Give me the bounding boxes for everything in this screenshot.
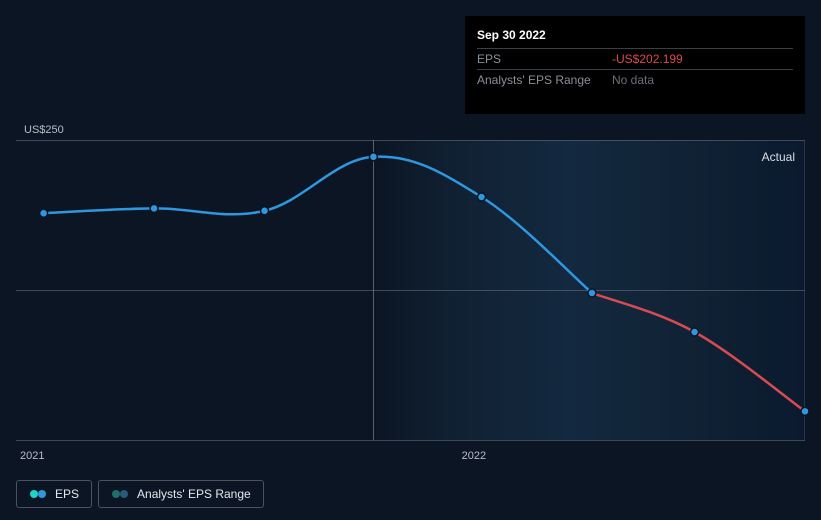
y-axis-tick-label: US$250 — [24, 124, 64, 136]
x-axis-tick-label: 2021 — [20, 450, 44, 462]
legend-swatch — [111, 489, 129, 499]
tooltip-row-label: Analysts' EPS Range — [477, 73, 612, 87]
tooltip-row-label: EPS — [477, 52, 612, 66]
legend-item-analysts-range[interactable]: Analysts' EPS Range — [98, 480, 264, 508]
legend-item-label: EPS — [55, 487, 79, 501]
tooltip-row-value: -US$202.199 — [612, 52, 683, 66]
chart-legend: EPS Analysts' EPS Range — [16, 480, 264, 508]
eps-chart-container: { "tooltip": { "date": "Sep 30 2022", "r… — [0, 0, 821, 520]
chart-svg — [16, 140, 805, 440]
tooltip-row-value: No data — [612, 73, 654, 87]
chart-tooltip: Sep 30 2022 EPS -US$202.199 Analysts' EP… — [465, 16, 805, 114]
legend-item-label: Analysts' EPS Range — [137, 487, 251, 501]
x-axis-tick-label: 2022 — [462, 450, 486, 462]
legend-swatch — [29, 489, 47, 499]
tooltip-date: Sep 30 2022 — [477, 24, 793, 49]
tooltip-row: Analysts' EPS Range No data — [477, 70, 793, 90]
chart-plot-area[interactable]: Actual — [16, 140, 805, 440]
tooltip-row: EPS -US$202.199 — [477, 49, 793, 70]
legend-item-eps[interactable]: EPS — [16, 480, 92, 508]
grid-line — [16, 440, 805, 441]
